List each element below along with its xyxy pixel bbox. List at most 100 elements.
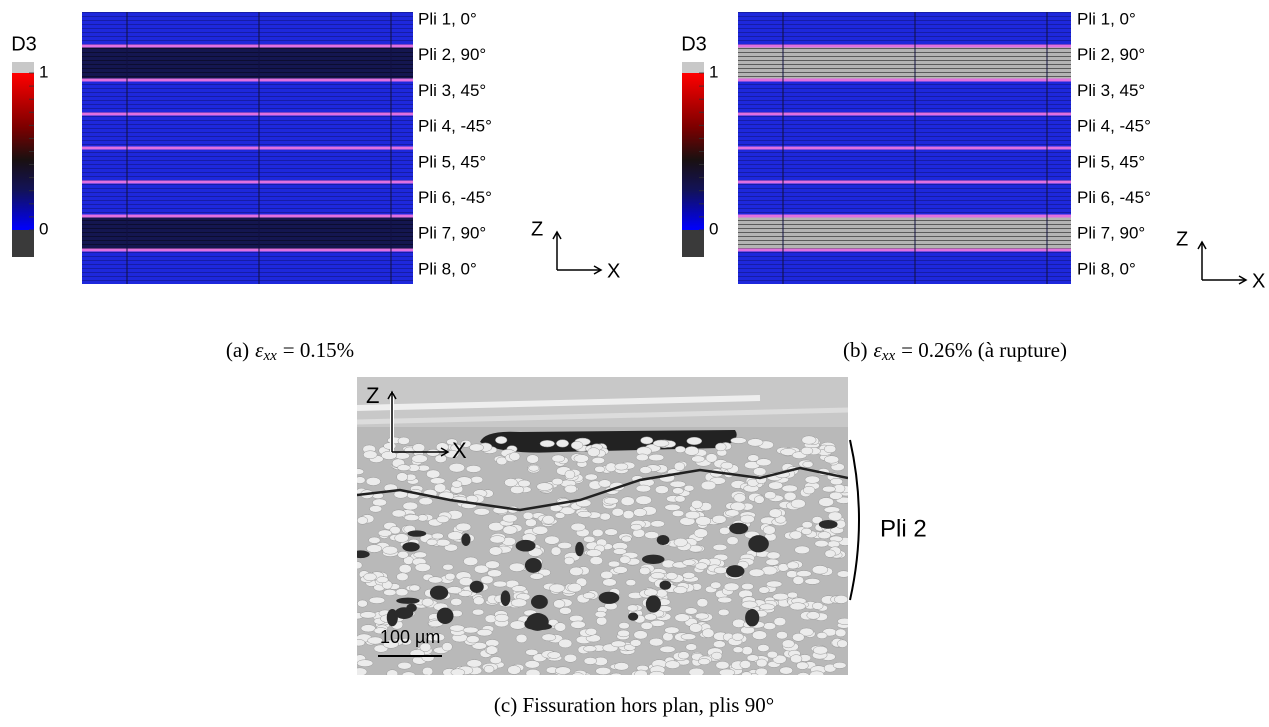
fibre [495, 436, 508, 444]
fibre [476, 628, 493, 637]
fibre [711, 514, 727, 524]
fibre [824, 549, 836, 558]
fibre [603, 497, 619, 505]
fibre [363, 450, 378, 459]
fibre [418, 497, 433, 506]
fibre [408, 584, 421, 592]
fibre [357, 639, 366, 647]
fibre [357, 476, 366, 484]
void [656, 535, 670, 546]
fibre [359, 611, 377, 619]
fibre [781, 639, 795, 649]
fibre [622, 510, 635, 520]
fibre [602, 578, 617, 587]
fibre [814, 540, 829, 548]
ply-label: Pli 8, 0° [1077, 259, 1136, 278]
fibre [635, 495, 652, 505]
ply-interface [82, 180, 413, 184]
fibre [713, 640, 726, 649]
fibre [711, 651, 723, 660]
void [818, 519, 838, 529]
fibre [509, 620, 526, 630]
ply-label: Pli 4, -45° [418, 117, 492, 136]
fibre [435, 442, 449, 452]
fibre [448, 462, 466, 473]
fibre [837, 639, 848, 648]
ply-interface [738, 180, 1071, 184]
fibre [648, 670, 665, 675]
fibre [434, 454, 447, 463]
fibre [402, 501, 419, 511]
fibre [796, 570, 812, 578]
fibre [404, 514, 420, 522]
fibre [567, 583, 582, 593]
fibre [366, 544, 383, 553]
fibre [398, 564, 412, 574]
fibre [762, 525, 776, 535]
fibre [720, 461, 734, 470]
ply-label: Pli 7, 90° [1077, 224, 1145, 243]
arrow [1197, 240, 1207, 250]
fibre [802, 460, 814, 468]
fibre [595, 667, 612, 675]
fibre [365, 477, 381, 486]
ply-interface [738, 248, 1071, 252]
fibre [458, 590, 473, 597]
fibre [594, 465, 606, 473]
fibre [373, 627, 388, 635]
fibre [553, 599, 566, 609]
fibre [559, 607, 572, 615]
ply-interface [738, 112, 1071, 116]
void [729, 522, 749, 535]
fibre [583, 674, 590, 675]
fibre [693, 528, 708, 538]
fibre [684, 446, 700, 456]
fibre [508, 562, 526, 572]
fibre [368, 596, 386, 604]
ply-label: Pli 8, 0° [418, 259, 477, 278]
fibre [817, 531, 831, 540]
fibre [684, 607, 698, 615]
void [641, 554, 665, 564]
fibre [823, 455, 840, 464]
ply [82, 216, 413, 250]
fibre [536, 482, 553, 491]
fibre [741, 646, 753, 656]
fibre [792, 575, 805, 585]
fibre [611, 640, 626, 648]
fibre [787, 591, 798, 599]
fibre [458, 577, 474, 586]
fibre [801, 435, 817, 445]
ply [82, 114, 413, 148]
fibre [471, 642, 488, 650]
caption-text: = 0.26% (à rupture) [901, 338, 1067, 362]
fibre [804, 475, 820, 484]
fibre [504, 478, 518, 487]
fibre [555, 666, 571, 675]
ply-interface [738, 146, 1071, 150]
ply [738, 46, 1071, 80]
fibre [786, 561, 800, 570]
void [645, 595, 661, 613]
fibre [377, 529, 392, 537]
ply-interface [82, 248, 413, 252]
fibre [589, 556, 603, 566]
fibre [563, 653, 578, 663]
fibre [423, 674, 429, 675]
fibre [792, 633, 805, 642]
fibre [564, 469, 576, 480]
fibre [525, 648, 539, 656]
fibre [710, 581, 722, 589]
ply-interface [82, 78, 413, 82]
fibre [680, 633, 697, 641]
fibre [419, 642, 432, 652]
fibre [618, 622, 630, 630]
ply-interface [82, 112, 413, 116]
fibre [652, 439, 670, 447]
colorbar-cap [682, 230, 704, 257]
fibre [511, 585, 527, 593]
fibre [625, 579, 637, 587]
fibre [563, 556, 575, 565]
fibre [684, 510, 701, 520]
fibre [640, 621, 653, 630]
